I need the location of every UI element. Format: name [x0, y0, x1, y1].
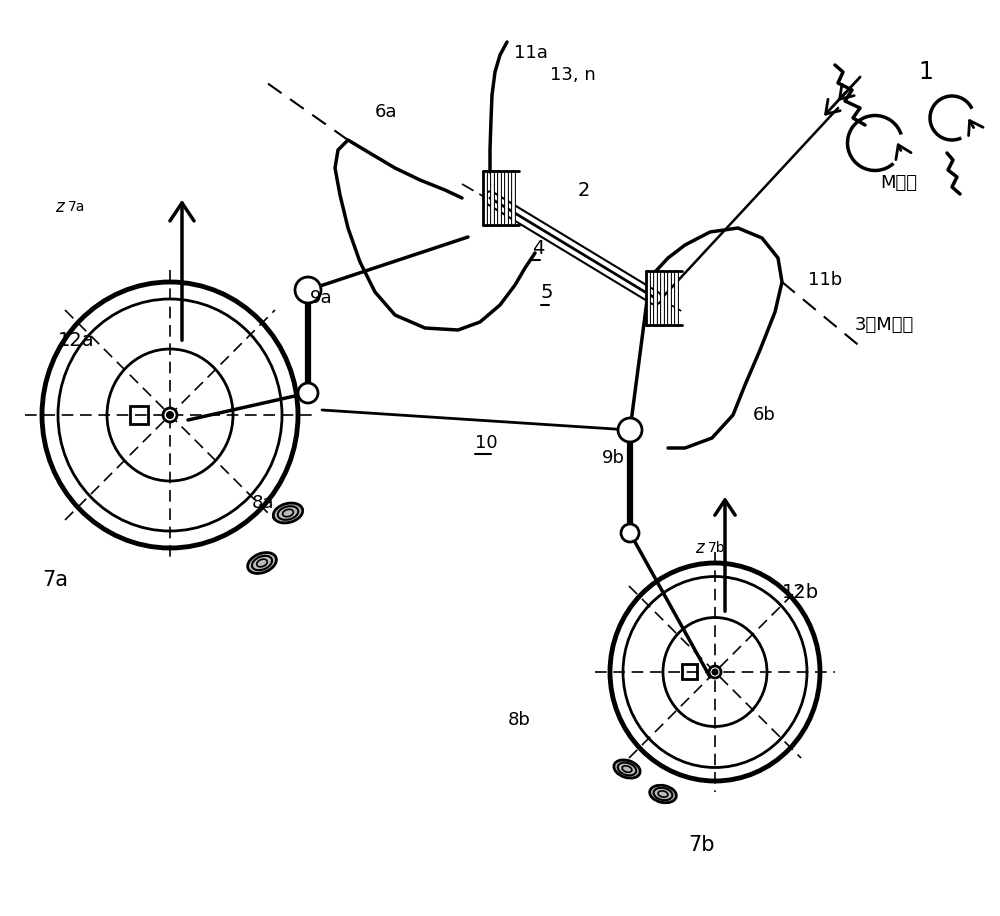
- Text: 9a: 9a: [310, 289, 333, 307]
- Text: 6a: 6a: [375, 103, 398, 121]
- Circle shape: [709, 666, 721, 678]
- Circle shape: [167, 412, 173, 418]
- Circle shape: [618, 418, 642, 442]
- Text: 4: 4: [532, 238, 544, 257]
- Circle shape: [295, 277, 321, 303]
- Text: z: z: [695, 539, 704, 557]
- Text: 7b: 7b: [688, 835, 714, 855]
- Text: 11a: 11a: [514, 44, 548, 62]
- Bar: [682, 664, 697, 679]
- Text: 12a: 12a: [58, 331, 95, 350]
- Ellipse shape: [248, 552, 276, 573]
- Text: 5: 5: [541, 283, 554, 302]
- Circle shape: [163, 408, 177, 422]
- Text: 8b: 8b: [508, 711, 531, 729]
- Circle shape: [621, 524, 639, 542]
- Text: 1: 1: [918, 60, 933, 84]
- Text: 12b: 12b: [782, 583, 819, 602]
- Text: 6b: 6b: [753, 406, 776, 424]
- Ellipse shape: [614, 760, 640, 778]
- Text: M側倒: M側倒: [880, 174, 917, 192]
- Circle shape: [712, 670, 718, 674]
- Text: z: z: [55, 198, 64, 216]
- Text: 7b: 7b: [708, 541, 726, 555]
- Text: 11b: 11b: [808, 271, 842, 289]
- Ellipse shape: [650, 785, 676, 802]
- Text: 13, n: 13, n: [550, 66, 596, 84]
- Text: 3，M系统: 3，M系统: [855, 316, 914, 334]
- Ellipse shape: [273, 503, 303, 523]
- Text: 8a: 8a: [252, 494, 274, 512]
- Text: 9b: 9b: [602, 449, 625, 467]
- Circle shape: [298, 383, 318, 403]
- Text: 7a: 7a: [68, 200, 85, 214]
- Text: 10: 10: [475, 434, 498, 452]
- Bar: [130, 406, 148, 424]
- Text: 2: 2: [578, 180, 590, 200]
- Text: 7a: 7a: [42, 570, 68, 590]
